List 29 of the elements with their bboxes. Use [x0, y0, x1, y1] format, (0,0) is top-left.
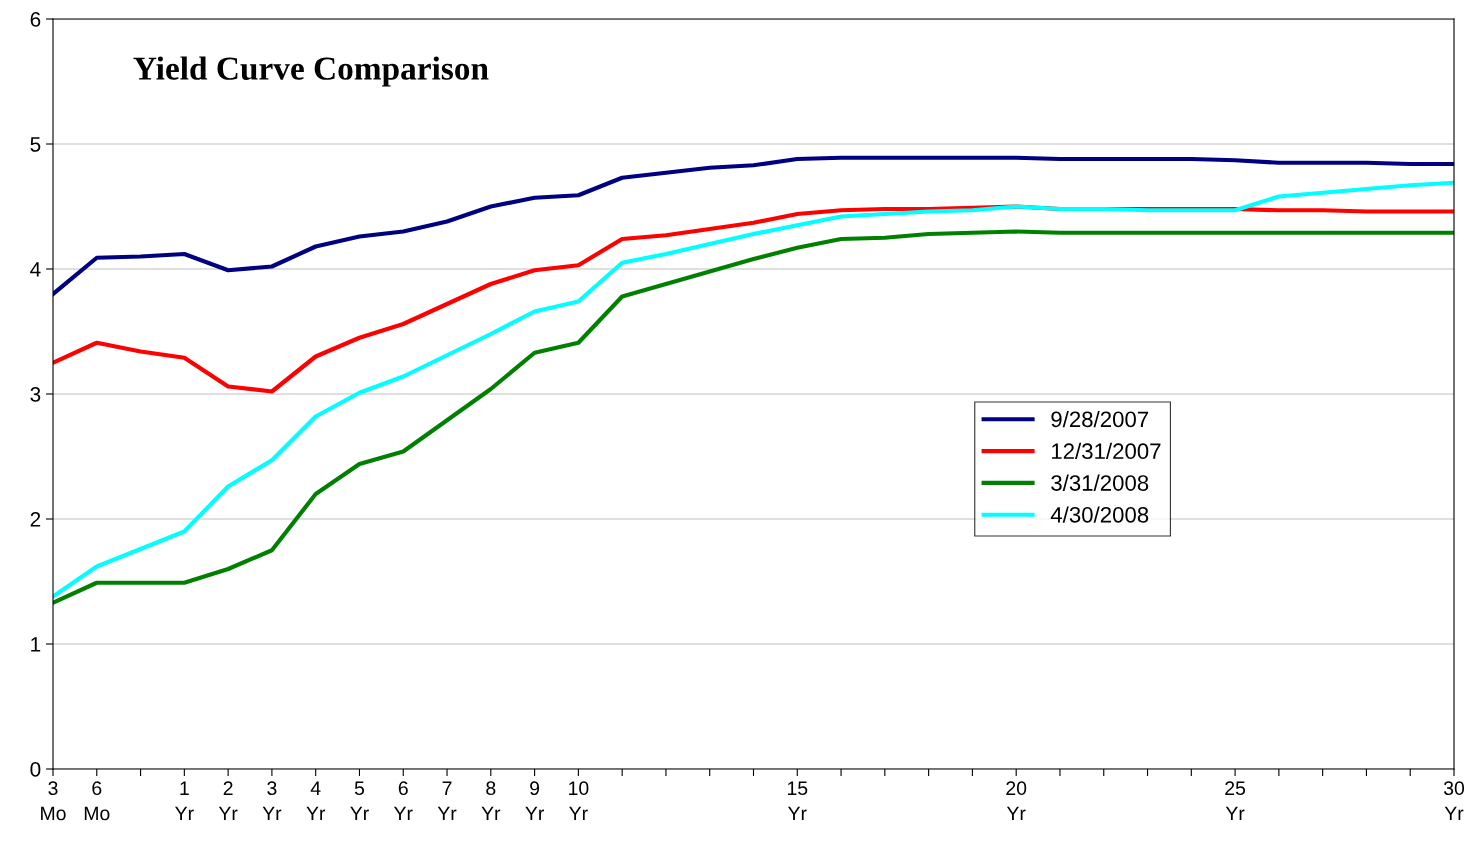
- x-tick-label: 6 Mo: [84, 781, 110, 821]
- y-tick-label: 0: [30, 762, 41, 777]
- y-tick-label: 2: [30, 512, 41, 527]
- x-tick-label: 3 Yr: [262, 781, 282, 821]
- x-tick-label: 5 Yr: [350, 781, 369, 821]
- line-series: [53, 155, 1454, 297]
- y-tick-label: 1: [31, 637, 41, 652]
- x-tick-label: 10 Yr: [569, 781, 589, 821]
- y-tick-label: 6: [30, 12, 41, 27]
- x-tick-label: 7 Yr: [437, 781, 457, 821]
- x-tick-label: 9 Yr: [525, 781, 544, 821]
- y-tick-label: 3: [30, 387, 41, 402]
- x-tick-label: 20 Yr: [1006, 781, 1027, 821]
- x-tick-label: 6 Yr: [393, 781, 413, 821]
- x-tick-label: 1 Yr: [175, 781, 194, 821]
- x-tick-label: 3 Mo: [41, 781, 66, 821]
- x-tick-label: 15 Yr: [787, 781, 808, 821]
- legend-label: 3/31/2008: [1051, 474, 1149, 491]
- y-tick-label: 5: [30, 137, 41, 152]
- legend-label: 9/28/2007: [1051, 410, 1149, 428]
- text: Yield Curve Comparison: [133, 56, 489, 87]
- x-tick-label: 2 Yr: [218, 781, 238, 821]
- x-tick-label: 25 Yr: [1225, 781, 1246, 821]
- x-tick-label: 30 Yr: [1443, 781, 1465, 821]
- legend-label: 4/30/2008: [1050, 506, 1149, 523]
- x-tick-label: 4 Yr: [306, 781, 326, 821]
- x-tick-label: 8 Yr: [481, 781, 501, 821]
- legend-label: 12/31/2007: [1052, 442, 1161, 460]
- y-tick-label: 4: [30, 262, 41, 277]
